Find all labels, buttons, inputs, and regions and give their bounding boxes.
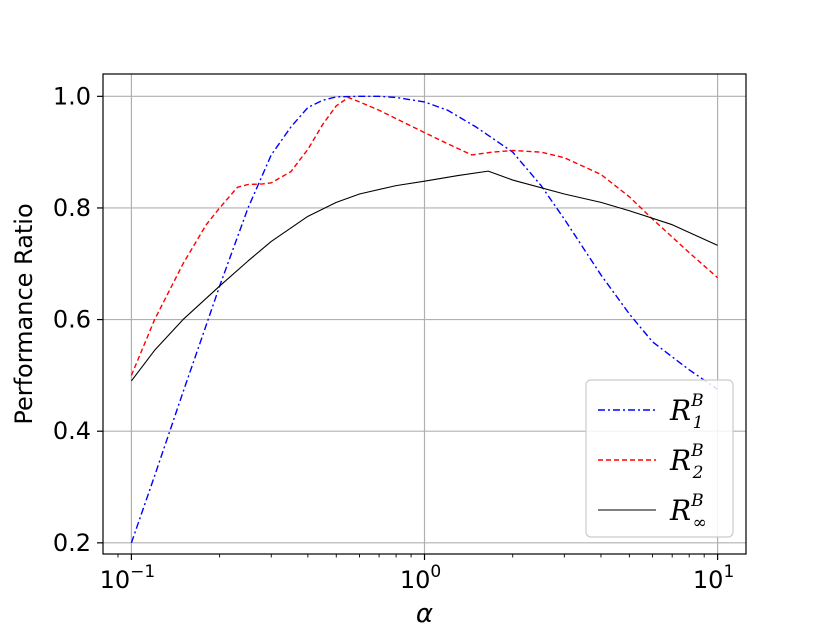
y-tick-label: 1.0 — [53, 82, 91, 110]
legend-label-r1: RB 1 — [669, 391, 704, 433]
series-layer — [130, 95, 719, 544]
grid-lines — [103, 74, 746, 554]
x-tick-label: 10−1 — [100, 562, 156, 594]
y-tick-label: 0.4 — [53, 417, 91, 445]
x-axis-ticks: 10−1 100 101 — [100, 554, 734, 594]
legend-label-r2: RB 2 — [669, 441, 704, 483]
y-tick-label: 0.2 — [53, 529, 91, 557]
series-line-r2 — [130, 96, 719, 376]
legend: RB 1 RB 2 RB ∞ — [585, 379, 734, 538]
legend-label-rinf: RB ∞ — [669, 491, 707, 533]
x-axis-label: α — [416, 599, 433, 623]
x-tick-label: 100 — [400, 562, 441, 594]
legend-box — [585, 379, 734, 538]
series-line-rinf — [130, 170, 718, 382]
x-tick-label: 101 — [693, 562, 734, 594]
y-axis-label: Performance Ratio — [10, 203, 38, 424]
y-tick-label: 0.6 — [53, 306, 91, 334]
y-axis-ticks: 0.2 0.4 0.6 0.8 1.0 — [53, 82, 103, 557]
y-tick-label: 0.8 — [53, 194, 91, 222]
